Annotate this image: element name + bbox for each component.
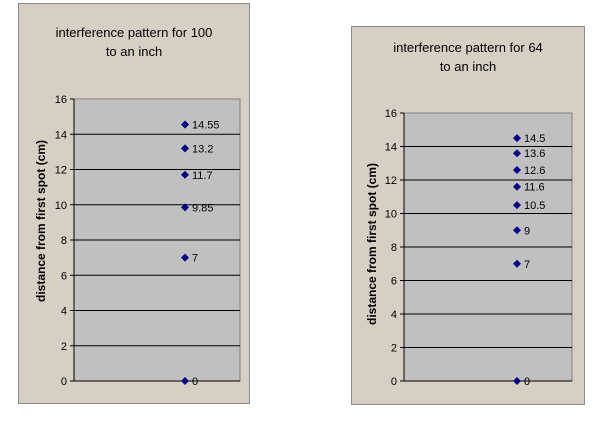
data-label: 12.6 — [524, 165, 545, 177]
data-label: 14.55 — [192, 120, 220, 132]
data-point — [181, 170, 189, 179]
chart-panel-64: interference pattern for 64 to an inch d… — [351, 26, 585, 405]
y-tick-label: 14 — [385, 142, 397, 154]
data-label: 0 — [524, 376, 530, 388]
y-tick-label: 12 — [385, 175, 397, 187]
y-tick-label: 6 — [391, 276, 397, 288]
data-label: 13.2 — [192, 143, 213, 155]
y-tick-label: 6 — [61, 270, 67, 282]
data-label: 10.5 — [524, 200, 545, 212]
data-point — [513, 377, 521, 385]
y-tick-label: 0 — [61, 376, 67, 388]
chart-title-line-2: to an inch — [105, 44, 163, 59]
chart-panel-100: interference pattern for 100 to an inch … — [18, 3, 250, 404]
scatter-plot: 0 2 4 6 8 10 12 14 16 0 7 9 10.5 11.6 12.6 13.6 14.5 — [385, 108, 573, 388]
data-label: 9.85 — [192, 202, 213, 214]
chart-title: interference pattern for 100 to an inch — [19, 23, 249, 61]
data-point — [181, 120, 189, 129]
data-point — [513, 226, 521, 235]
data-point — [181, 377, 189, 385]
data-label: 13.6 — [524, 148, 545, 160]
data-point — [513, 165, 521, 174]
y-tick-label: 10 — [385, 209, 397, 221]
data-point — [513, 259, 521, 268]
data-label: 7 — [192, 253, 198, 265]
data-point — [181, 253, 189, 262]
data-point — [181, 144, 189, 153]
y-tick-label: 0 — [391, 376, 397, 388]
chart-title: interference pattern for 64 to an inch — [352, 38, 584, 76]
data-label: 11.6 — [524, 182, 545, 194]
data-label: 14.5 — [524, 133, 545, 145]
y-tick-label: 12 — [55, 165, 67, 177]
y-tick-label: 10 — [55, 200, 67, 212]
data-point — [513, 201, 521, 210]
y-tick-label: 2 — [391, 343, 397, 355]
data-label: 11.7 — [192, 170, 213, 182]
y-tick-label: 2 — [61, 341, 67, 353]
chart-title-line-2: to an inch — [439, 59, 497, 74]
chart-title-line-1: interference pattern for 100 — [55, 25, 213, 40]
data-label: 9 — [524, 225, 530, 237]
data-label: 0 — [192, 376, 198, 388]
scatter-plot: 0 2 4 6 8 10 12 14 16 0 7 9.85 11.7 13.2 14.55 — [55, 94, 241, 388]
data-point — [513, 182, 521, 191]
data-label: 7 — [524, 259, 530, 271]
y-tick-label: 14 — [55, 129, 67, 141]
y-tick-label: 8 — [391, 242, 397, 254]
y-tick-label: 16 — [385, 108, 397, 120]
data-point — [181, 203, 189, 212]
y-tick-label: 8 — [61, 235, 67, 247]
y-tick-label: 4 — [391, 309, 397, 321]
data-point — [513, 149, 521, 158]
y-tick-label: 4 — [61, 306, 67, 318]
chart-title-line-1: interference pattern for 64 — [393, 40, 543, 55]
y-tick-label: 16 — [55, 94, 67, 106]
data-point — [513, 134, 521, 143]
